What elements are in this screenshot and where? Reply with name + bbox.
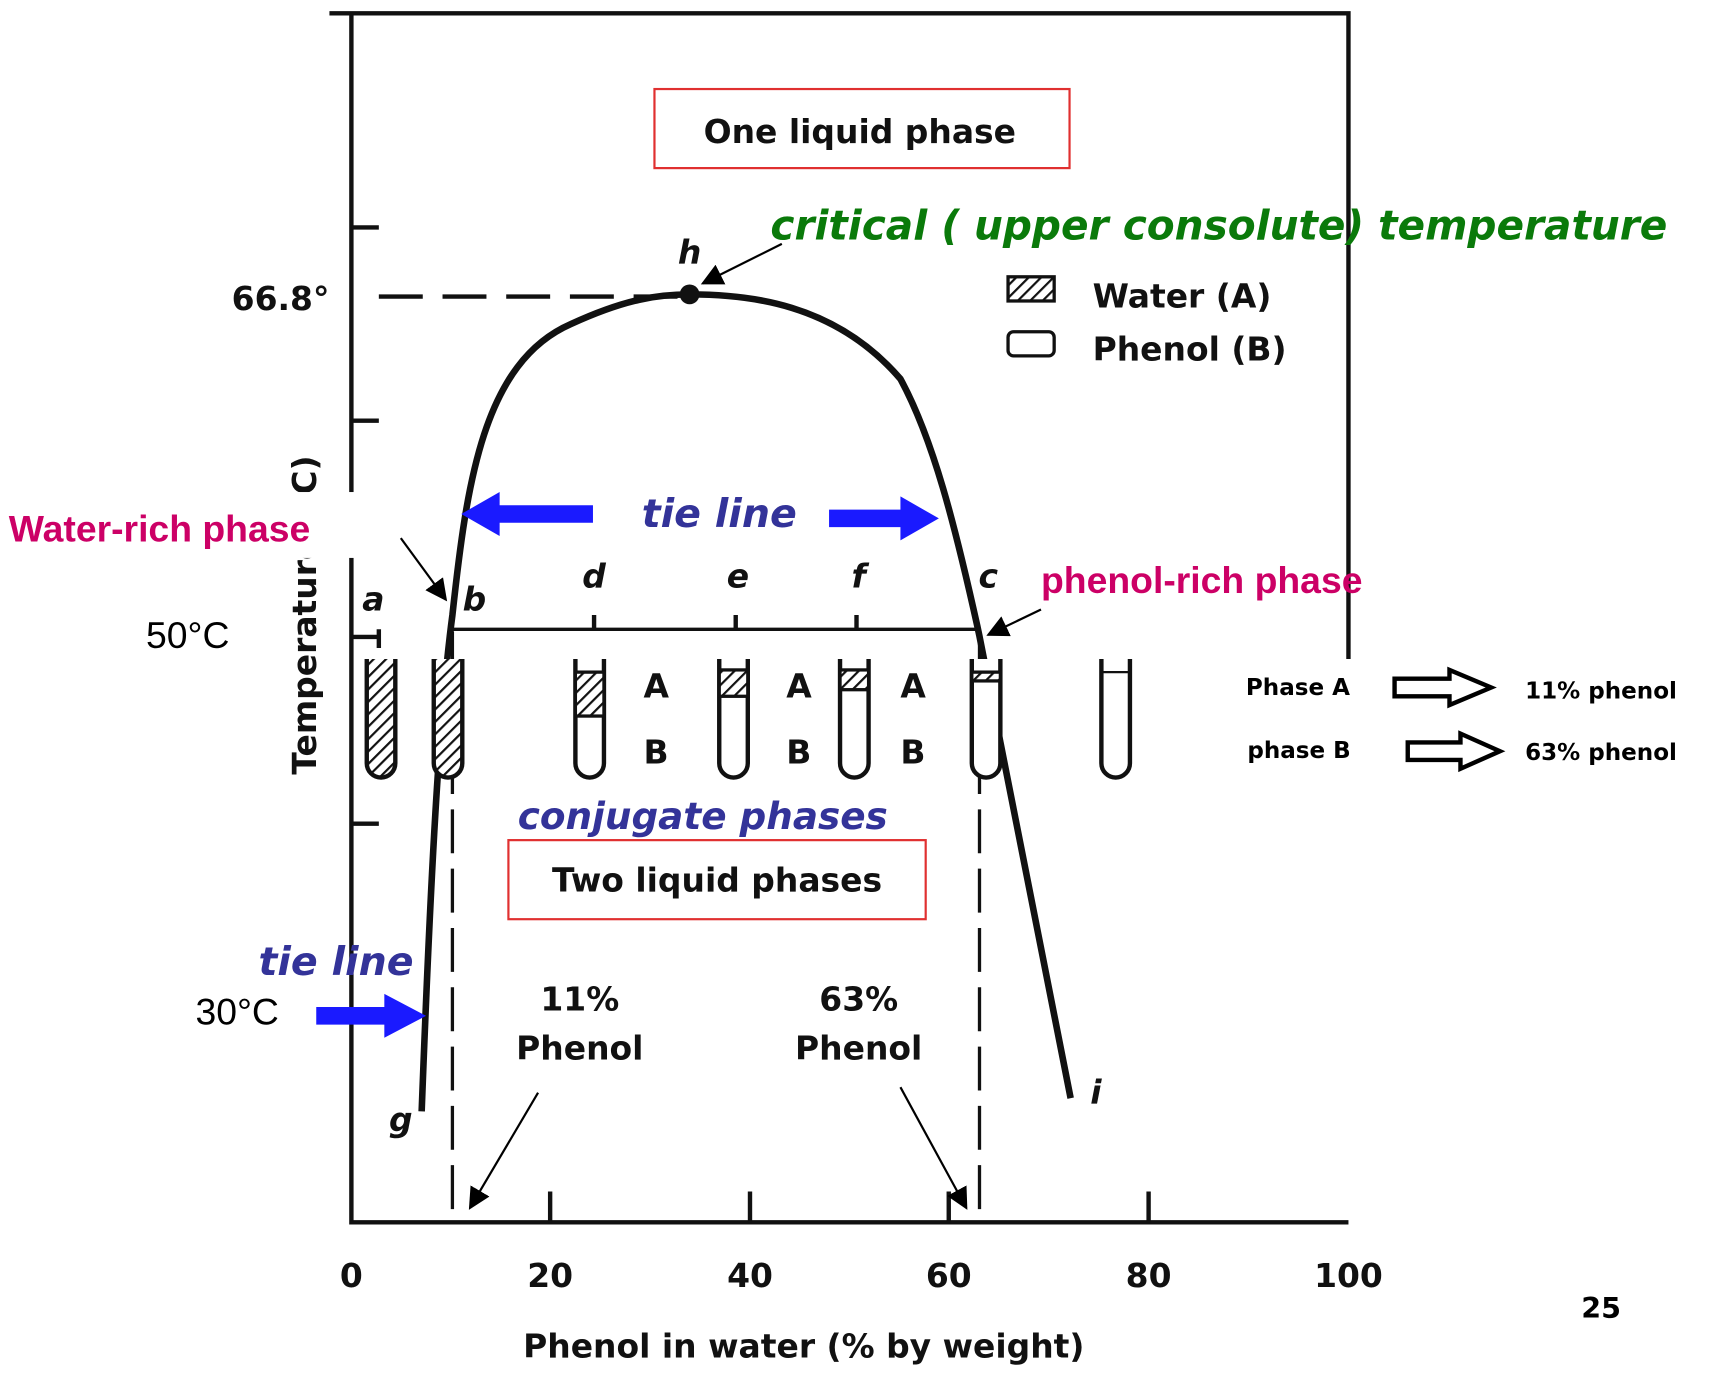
axis-label: Phenol in water (% by weight) xyxy=(523,1326,1084,1365)
box xyxy=(653,87,1071,170)
point-label: c xyxy=(979,557,999,596)
annotation: 30°C xyxy=(195,991,278,1033)
point-label: d xyxy=(582,557,606,596)
point-label: h xyxy=(678,233,701,272)
annotation: tie line xyxy=(259,939,414,985)
tick-label: 0 xyxy=(340,1256,363,1295)
pointer-arrows xyxy=(399,242,1042,1210)
outline-arrows xyxy=(1392,666,1506,773)
tube-label: A xyxy=(643,666,669,705)
annotation: Phenol xyxy=(795,1029,922,1068)
phase-name: Phase A xyxy=(1246,675,1350,701)
blue-arrows xyxy=(316,492,939,1038)
phase-name: phase B xyxy=(1247,738,1350,764)
tube-label: B xyxy=(643,732,668,771)
point-label: f xyxy=(852,557,870,596)
tubes xyxy=(364,658,1133,780)
label-bg xyxy=(0,492,396,558)
tick-label: 100 xyxy=(1314,1256,1383,1295)
tube-label: A xyxy=(786,666,812,705)
annotation: 11% xyxy=(540,979,619,1018)
point-label: a xyxy=(362,580,384,619)
annotation: tie line xyxy=(642,491,797,537)
annotation: Water-rich phase xyxy=(9,507,310,549)
tube-label: B xyxy=(786,732,811,771)
tube-label: B xyxy=(900,732,925,771)
box xyxy=(507,839,927,921)
point-label: g xyxy=(389,1100,413,1139)
point-label: b xyxy=(463,580,487,619)
tick-label: 60 xyxy=(926,1256,972,1295)
annotation: 50°C xyxy=(146,614,229,656)
region-label: Two liquid phases xyxy=(552,861,882,900)
phase-value: 63% phenol xyxy=(1525,740,1677,766)
tick-label: 20 xyxy=(527,1256,573,1295)
annotation: critical ( upper consolute) temperature xyxy=(770,201,1667,249)
legend-label: Water (A) xyxy=(1093,277,1272,316)
region-label: One liquid phase xyxy=(704,112,1016,151)
frame xyxy=(329,11,1351,1225)
tick-label: 80 xyxy=(1126,1256,1172,1295)
tube-label: A xyxy=(900,666,926,705)
legend xyxy=(1006,275,1056,358)
annotation: phenol-rich phase xyxy=(1041,559,1362,601)
label-bg xyxy=(131,604,253,659)
annotation: 63% xyxy=(819,979,898,1018)
critical-point xyxy=(679,284,700,305)
tick-label: 40 xyxy=(727,1256,773,1295)
page-number: 25 xyxy=(1581,1291,1621,1325)
point-label: i xyxy=(1090,1073,1102,1112)
legend-label: Phenol (B) xyxy=(1093,329,1287,368)
annotation: Phenol xyxy=(516,1029,643,1068)
phase-value: 11% phenol xyxy=(1525,678,1677,704)
annotation: conjugate phases xyxy=(518,794,888,838)
tick-label: 66.8° xyxy=(232,279,330,318)
point-label: e xyxy=(727,557,749,596)
